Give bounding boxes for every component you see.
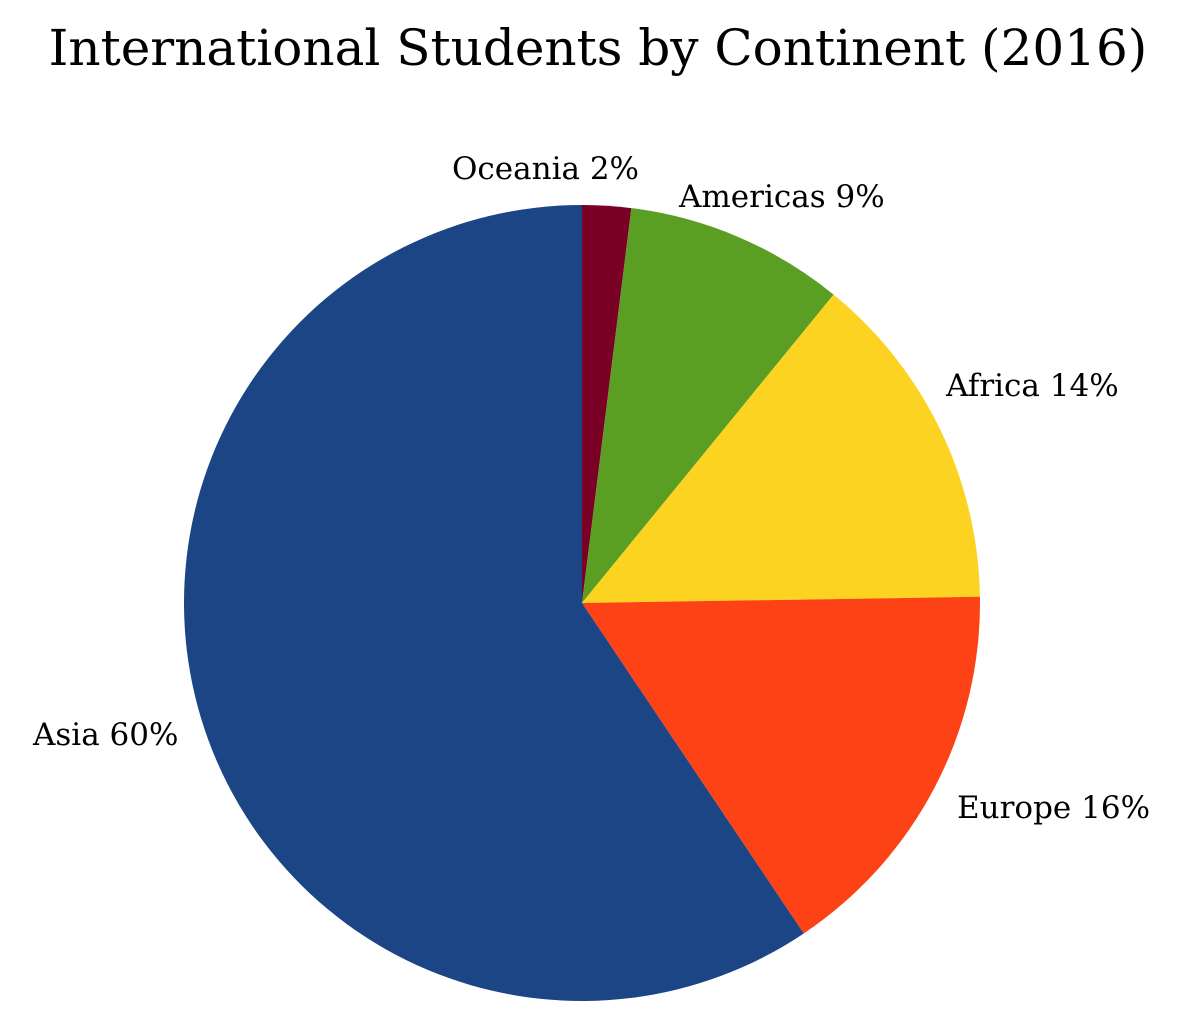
slice-label-europe: Europe 16% (957, 790, 1150, 826)
slice-label-asia: Asia 60% (32, 717, 178, 753)
pie-slice-americas (582, 208, 834, 603)
pie-slice-asia (183, 205, 804, 1001)
slice-label-oceania: Oceania 2% (452, 151, 639, 187)
pie-slice-africa (582, 294, 980, 603)
pie-slice-europe (582, 596, 980, 934)
pie-labels: Oceania 2% Americas 9% Africa 14% Europe 16… (32, 151, 1150, 826)
chart-title: International Students by Continent (201… (48, 19, 1148, 77)
slice-label-africa: Africa 14% (945, 368, 1119, 404)
slice-label-americas: Americas 9% (678, 179, 885, 215)
pie-slices (183, 205, 980, 1001)
pie-slice-oceania (582, 205, 632, 603)
